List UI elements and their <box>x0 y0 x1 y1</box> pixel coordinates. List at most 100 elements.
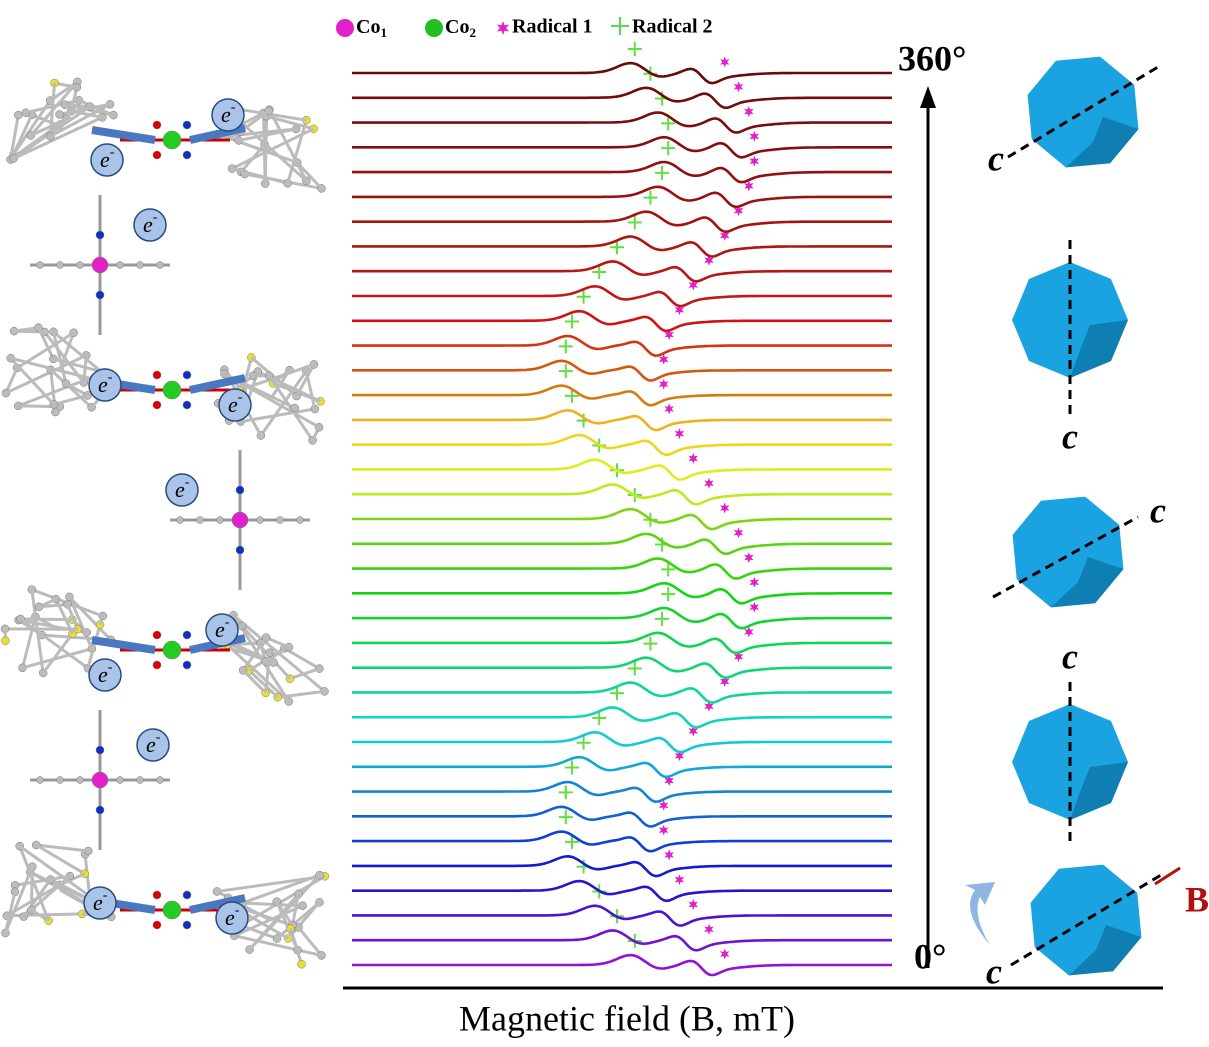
crystal: c <box>1012 240 1128 456</box>
radical1-marker <box>744 106 754 117</box>
electron-base: e <box>215 617 225 642</box>
atom <box>298 960 306 968</box>
radical1-marker <box>750 602 760 613</box>
atom <box>57 262 64 269</box>
spectra <box>352 42 892 975</box>
spectrum-trace <box>352 311 892 331</box>
atom <box>157 777 164 784</box>
atom <box>92 772 108 788</box>
crystal-axis-label: c <box>1062 636 1078 676</box>
spectrum-trace <box>352 63 892 83</box>
atom <box>163 901 181 919</box>
spectrum-trace <box>352 732 892 752</box>
electron-base: e <box>98 372 108 397</box>
legend-sub: 2 <box>469 25 476 40</box>
spectrum-trace <box>352 757 892 777</box>
bond <box>290 669 319 679</box>
electron-sup: - <box>108 660 113 675</box>
radical2-marker <box>565 315 579 329</box>
atom <box>153 891 161 899</box>
electron-sup: - <box>108 370 113 385</box>
radical1-marker <box>744 552 754 563</box>
atom <box>92 257 108 273</box>
electron-base: e <box>175 477 185 502</box>
atom <box>153 151 161 159</box>
spectrum-trace <box>352 583 892 603</box>
atom <box>96 806 104 814</box>
bond <box>291 929 302 965</box>
atom <box>57 777 64 784</box>
spectrum-trace <box>352 955 892 975</box>
radical2-marker <box>559 364 573 378</box>
atom <box>77 777 84 784</box>
electron-sup: - <box>225 615 230 630</box>
spectrum-trace <box>352 832 892 852</box>
spectrum-trace <box>352 212 892 232</box>
spectrum-trace <box>352 162 892 182</box>
atom <box>56 110 64 118</box>
electron-sup: - <box>231 100 236 115</box>
electron-sup: - <box>153 210 158 225</box>
molecule-structure: e-e-e-e-e-e-e-e-e-e-e- <box>1 78 329 968</box>
atom <box>96 291 104 299</box>
atom <box>277 517 284 524</box>
bond <box>284 648 319 668</box>
electron-sup: - <box>235 903 240 918</box>
spectrum-trace <box>352 707 892 727</box>
electron-base: e <box>146 732 156 757</box>
spectrum-trace <box>352 559 892 579</box>
spectrum-trace <box>352 807 892 827</box>
atom <box>183 151 191 159</box>
radical1-marker <box>704 924 714 935</box>
angle-arrowhead <box>920 86 936 108</box>
spectrum-trace <box>352 782 892 802</box>
spectrum-trace <box>352 386 892 406</box>
spectrum-trace <box>352 137 892 157</box>
radical2-marker <box>661 587 675 601</box>
rotation-arrow <box>965 882 995 945</box>
electron-sup: - <box>238 390 243 405</box>
figure: e-e-e-e-e-e-e-e-e-e-e- ccccc 360° 0° Mag… <box>0 0 1209 1042</box>
electron-transfer-arrow <box>92 640 155 650</box>
radical1-marker <box>704 478 714 489</box>
legend-label: Radical 2 <box>632 16 713 38</box>
atom <box>117 262 124 269</box>
spectrum-trace <box>352 930 892 950</box>
radical2-marker <box>559 810 573 824</box>
radical1-marker <box>497 21 509 35</box>
legend-label: Radical 1 <box>512 16 593 38</box>
atom <box>153 631 161 639</box>
spectrum-trace <box>352 856 892 876</box>
angle-top-label: 360° <box>898 38 966 78</box>
atom <box>163 381 181 399</box>
atom <box>153 121 161 129</box>
radical2-marker <box>655 612 669 626</box>
co2-marker <box>425 19 443 37</box>
radical1-marker <box>734 527 744 538</box>
electron-transfer-arrow <box>92 130 155 140</box>
spectrum-trace <box>352 113 892 133</box>
atom <box>183 661 191 669</box>
electron-sup: - <box>103 888 108 903</box>
spectrum-trace <box>352 336 892 356</box>
radical1-marker <box>659 379 669 390</box>
atom <box>297 517 304 524</box>
crystal-body <box>1028 57 1139 168</box>
electron-base: e <box>100 147 110 172</box>
radical2-marker <box>611 17 629 35</box>
crystal-axis-label: c <box>1062 416 1078 456</box>
radical2-marker <box>628 42 642 56</box>
atom <box>1 637 9 645</box>
atom <box>291 404 299 412</box>
atom <box>183 401 191 409</box>
bond <box>265 116 266 183</box>
legend-label: Co1 <box>356 16 387 40</box>
radical1-marker <box>689 453 699 464</box>
bond <box>7 914 82 916</box>
radical1-marker <box>734 81 744 92</box>
bond <box>5 867 32 933</box>
electron-base: e <box>228 392 238 417</box>
atom <box>183 631 191 639</box>
radical1-marker <box>689 899 699 910</box>
